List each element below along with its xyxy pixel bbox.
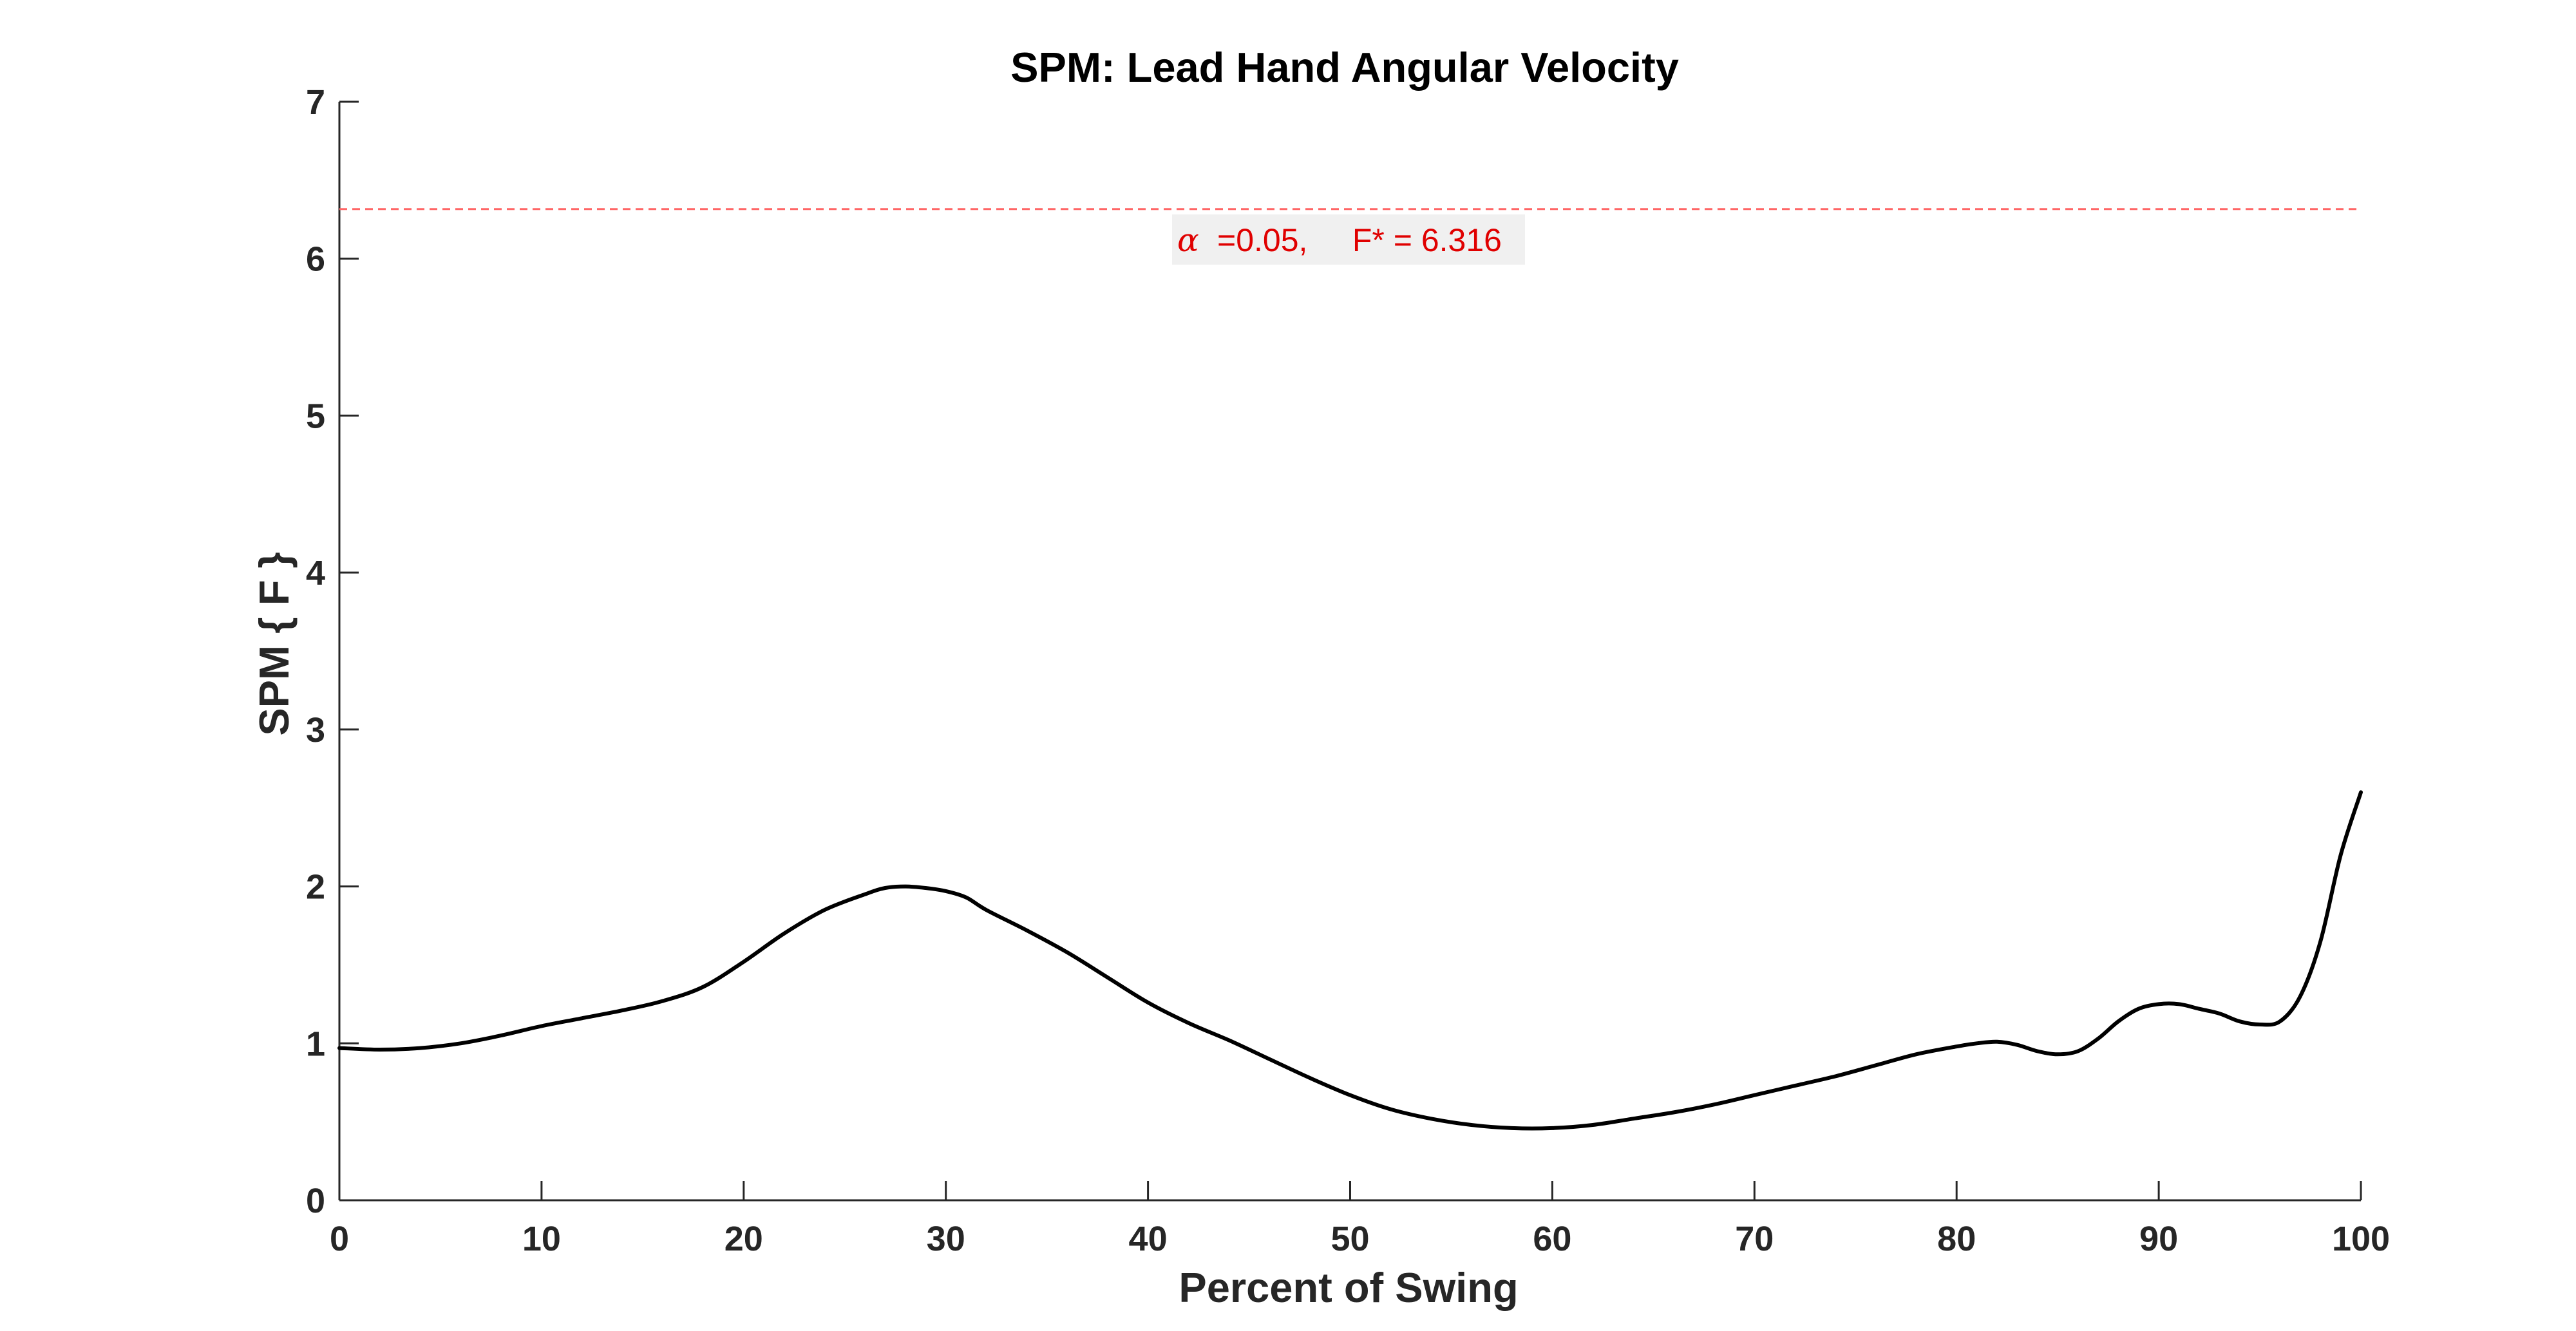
y-tick-label: 7 [306,83,325,122]
y-tick-label: 5 [306,397,325,435]
y-tick-label: 4 [306,554,325,592]
x-tick-label: 80 [1937,1220,1976,1258]
x-tick-label: 40 [1129,1220,1168,1258]
y-tick-label: 1 [306,1024,325,1063]
threshold-label-box [1172,214,1525,265]
y-tick-label: 3 [306,711,325,750]
spm-f-series-line [337,790,2363,1131]
plot-area: 0 10 20 30 40 50 60 70 80 90 100 0 1 2 3 4 5 6 7 α =0.05, F*… [306,83,2390,1258]
threshold-label: =0.05, F* = 6.316 [1217,222,1502,258]
x-tick-label: 50 [1331,1220,1369,1258]
chart-title: SPM: Lead Hand Angular Velocity [1010,44,1679,91]
x-tick-label: 100 [2332,1220,2390,1258]
x-tick-label: 0 [330,1220,349,1258]
x-tick-label: 60 [1533,1220,1571,1258]
x-axis-label: Percent of Swing [1179,1264,1518,1311]
y-tick-label: 0 [306,1182,325,1220]
y-tick-label: 6 [306,240,325,279]
x-tick-label: 10 [522,1220,561,1258]
alpha-symbol: α [1177,222,1199,259]
x-tick-label: 90 [2139,1220,2178,1258]
y-axis-label: SPM { F } [251,552,298,735]
x-tick-label: 20 [724,1220,763,1258]
y-tick-label: 2 [306,868,325,907]
x-tick-label: 70 [1735,1220,1774,1258]
x-tick-label: 30 [927,1220,965,1258]
